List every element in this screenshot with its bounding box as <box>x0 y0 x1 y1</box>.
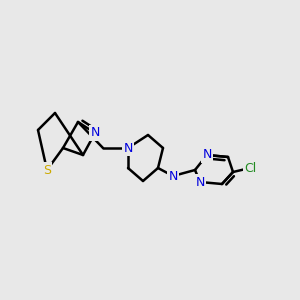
Text: N: N <box>123 142 133 154</box>
Text: N: N <box>90 127 100 140</box>
Text: N: N <box>168 169 178 182</box>
Text: N: N <box>202 148 212 161</box>
Text: S: S <box>43 164 51 176</box>
Text: Cl: Cl <box>244 161 256 175</box>
Text: N: N <box>195 176 205 188</box>
